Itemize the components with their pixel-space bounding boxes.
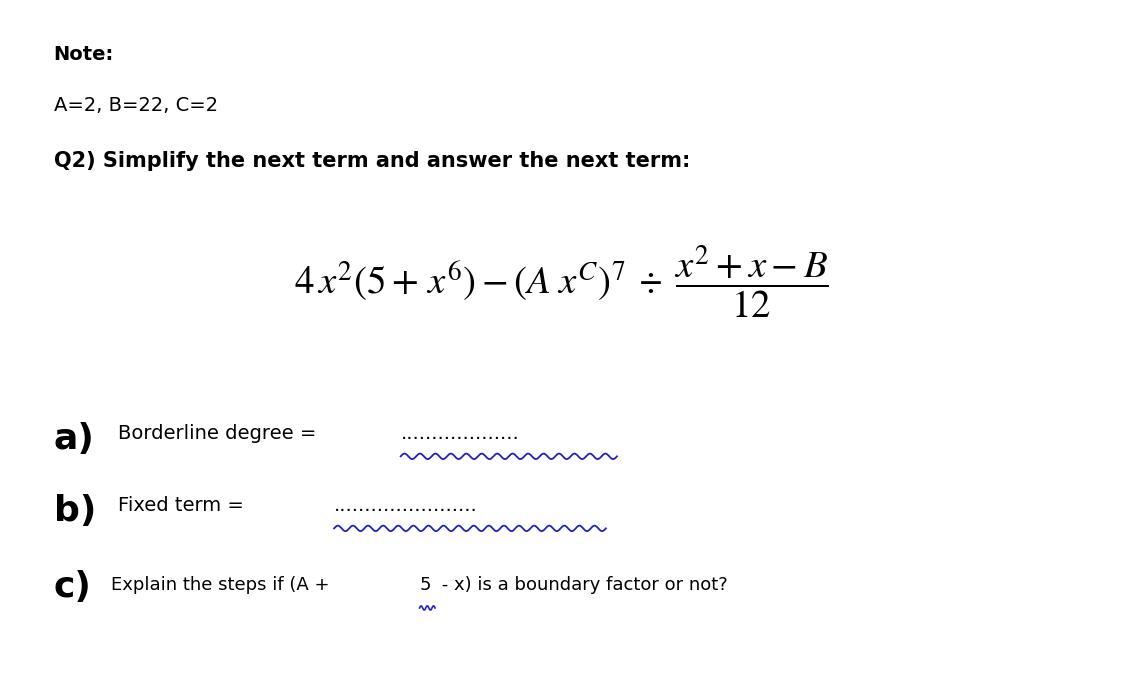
Text: c): c) [54, 570, 91, 603]
Text: b): b) [54, 494, 95, 528]
Text: a): a) [54, 422, 94, 456]
Text: .......................: ....................... [335, 496, 478, 515]
Text: $4\,x^2(5+\,x^6)-(A\;x^C)^7\;\div\;\dfrac{x^2+x-B}{12}$: $4\,x^2(5+\,x^6)-(A\;x^C)^7\;\div\;\dfra… [294, 243, 829, 320]
Text: ...................: ................... [401, 424, 520, 443]
Text: Borderline degree =: Borderline degree = [118, 424, 322, 443]
Text: Fixed term =: Fixed term = [118, 496, 250, 515]
Text: - x) is a boundary factor or not?: - x) is a boundary factor or not? [436, 576, 728, 594]
Text: Note:: Note: [54, 45, 113, 64]
Text: A=2, B=22, C=2: A=2, B=22, C=2 [54, 96, 218, 115]
Text: Q2) Simplify the next term and answer the next term:: Q2) Simplify the next term and answer th… [54, 151, 690, 171]
Text: 5: 5 [420, 576, 431, 594]
Text: Explain the steps if (A +: Explain the steps if (A + [111, 576, 336, 594]
